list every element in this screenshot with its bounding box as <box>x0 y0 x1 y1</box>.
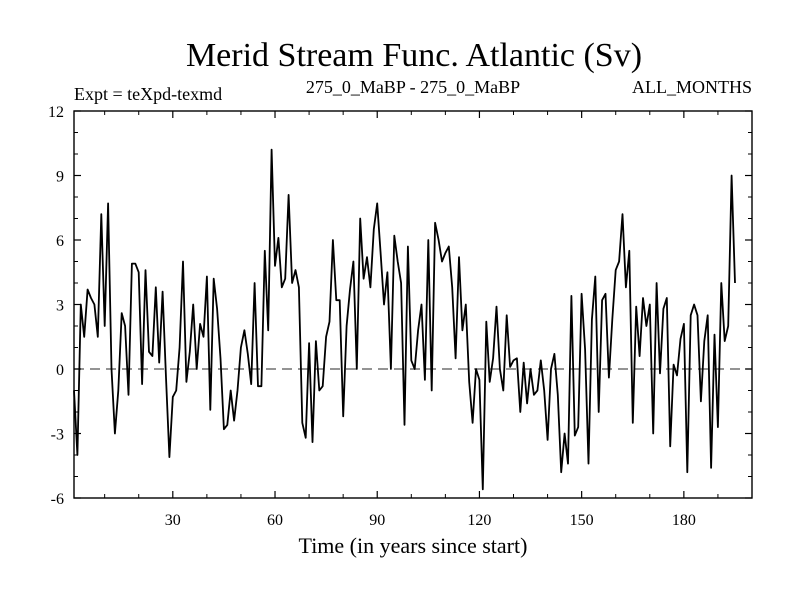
chart-subtitle-center: 275_0_MaBP - 275_0_MaBP <box>306 77 520 97</box>
chart-subtitle-left: Expt = teXpd-texmd <box>74 84 222 104</box>
series-line-1 <box>73 148 736 491</box>
x-tick-label: 90 <box>369 512 385 529</box>
plot-area: -6 -3 0 3 6 9 12 30 60 90 120 150 180 <box>48 104 753 529</box>
y-tick-label: 9 <box>56 169 64 186</box>
x-tick-label: 120 <box>467 512 491 529</box>
y-tick-label: 3 <box>56 298 64 315</box>
x-tick-label: 60 <box>267 512 283 529</box>
chart-title: Merid Stream Func. Atlantic (Sv) <box>186 37 642 74</box>
y-tick-label: 0 <box>56 362 64 379</box>
y-tick-label: -6 <box>51 491 64 508</box>
x-tick-label: 180 <box>672 512 696 529</box>
x-axis-title: Time (in years since start) <box>299 533 528 558</box>
y-tick-label: 6 <box>56 233 64 250</box>
y-tick-label: -3 <box>51 427 64 444</box>
x-tick-label: 150 <box>570 512 594 529</box>
chart-subtitle-right: ALL_MONTHS <box>632 77 752 97</box>
x-tick-label: 30 <box>165 512 181 529</box>
y-tick-label: 12 <box>48 104 64 121</box>
